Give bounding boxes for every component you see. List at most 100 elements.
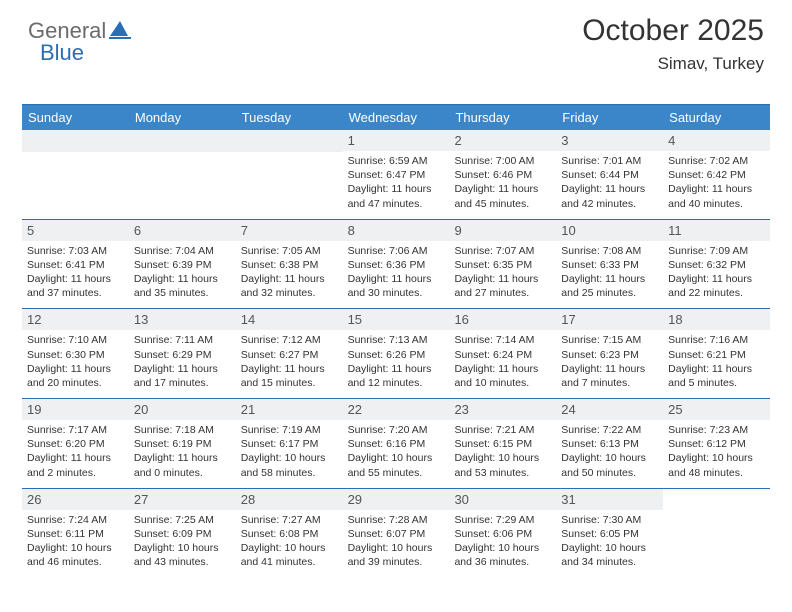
day-number: 29	[343, 489, 450, 510]
calendar-day: 22 Sunrise: 7:20 AMSunset: 6:16 PMDayligh…	[343, 399, 450, 488]
day-sun-info: Sunrise: 7:01 AMSunset: 6:44 PMDaylight:…	[561, 154, 658, 211]
day-sun-info: Sunrise: 7:04 AMSunset: 6:39 PMDaylight:…	[134, 244, 231, 301]
calendar-day: 4 Sunrise: 7:02 AMSunset: 6:42 PMDaylight…	[663, 130, 770, 219]
day-number: 12	[22, 309, 129, 330]
page-title: October 2025	[582, 14, 764, 48]
day-number: 10	[556, 220, 663, 241]
day-sun-info: Sunrise: 7:14 AMSunset: 6:24 PMDaylight:…	[454, 333, 551, 390]
calendar-day: 11 Sunrise: 7:09 AMSunset: 6:32 PMDayligh…	[663, 220, 770, 309]
day-sun-info: Sunrise: 7:25 AMSunset: 6:09 PMDaylight:…	[134, 513, 231, 570]
day-number: 21	[236, 399, 343, 420]
day-sun-info: Sunrise: 7:00 AMSunset: 6:46 PMDaylight:…	[454, 154, 551, 211]
dow-sunday: Sunday	[22, 105, 129, 130]
day-number: 7	[236, 220, 343, 241]
calendar-day: 14 Sunrise: 7:12 AMSunset: 6:27 PMDayligh…	[236, 309, 343, 398]
day-sun-info: Sunrise: 7:06 AMSunset: 6:36 PMDaylight:…	[348, 244, 445, 301]
day-sun-info: Sunrise: 7:07 AMSunset: 6:35 PMDaylight:…	[454, 244, 551, 301]
location-label: Simav, Turkey	[582, 54, 764, 74]
dow-monday: Monday	[129, 105, 236, 130]
calendar-day: 8 Sunrise: 7:06 AMSunset: 6:36 PMDaylight…	[343, 220, 450, 309]
day-sun-info: Sunrise: 7:24 AMSunset: 6:11 PMDaylight:…	[27, 513, 124, 570]
week-header: Sunday Monday Tuesday Wednesday Thursday…	[22, 105, 770, 130]
day-number: 8	[343, 220, 450, 241]
calendar-day	[22, 130, 129, 219]
day-sun-info: Sunrise: 7:28 AMSunset: 6:07 PMDaylight:…	[348, 513, 445, 570]
day-number: 31	[556, 489, 663, 510]
calendar-day: 6 Sunrise: 7:04 AMSunset: 6:39 PMDaylight…	[129, 220, 236, 309]
calendar-day	[236, 130, 343, 219]
calendar-week: 12 Sunrise: 7:10 AMSunset: 6:30 PMDayligh…	[22, 309, 770, 399]
day-sun-info: Sunrise: 7:03 AMSunset: 6:41 PMDaylight:…	[27, 244, 124, 301]
calendar-day: 30 Sunrise: 7:29 AMSunset: 6:06 PMDayligh…	[449, 489, 556, 578]
calendar-day: 27 Sunrise: 7:25 AMSunset: 6:09 PMDayligh…	[129, 489, 236, 578]
day-number: 11	[663, 220, 770, 241]
day-sun-info: Sunrise: 7:21 AMSunset: 6:15 PMDaylight:…	[454, 423, 551, 480]
calendar-day: 7Sunrise: 7:05 AMSunset: 6:38 PMDaylight…	[236, 220, 343, 309]
day-sun-info: Sunrise: 7:13 AMSunset: 6:26 PMDaylight:…	[348, 333, 445, 390]
day-sun-info: Sunrise: 7:30 AMSunset: 6:05 PMDaylight:…	[561, 513, 658, 570]
calendar-day: 3 Sunrise: 7:01 AMSunset: 6:44 PMDaylight…	[556, 130, 663, 219]
header: October 2025 Simav, Turkey	[582, 14, 764, 74]
calendar-day: 28 Sunrise: 7:27 AMSunset: 6:08 PMDayligh…	[236, 489, 343, 578]
day-number: 23	[449, 399, 556, 420]
day-number-empty	[236, 130, 343, 152]
day-number: 30	[449, 489, 556, 510]
day-sun-info: Sunrise: 7:16 AMSunset: 6:21 PMDaylight:…	[668, 333, 765, 390]
day-number: 3	[556, 130, 663, 151]
calendar-week: 1 Sunrise: 6:59 AMSunset: 6:47 PMDaylight…	[22, 130, 770, 220]
calendar-day: 23 Sunrise: 7:21 AMSunset: 6:15 PMDayligh…	[449, 399, 556, 488]
day-sun-info: Sunrise: 7:09 AMSunset: 6:32 PMDaylight:…	[668, 244, 765, 301]
day-number: 28	[236, 489, 343, 510]
calendar-day: 17 Sunrise: 7:15 AMSunset: 6:23 PMDayligh…	[556, 309, 663, 398]
day-sun-info: Sunrise: 7:22 AMSunset: 6:13 PMDaylight:…	[561, 423, 658, 480]
day-number: 4	[663, 130, 770, 151]
day-sun-info: Sunrise: 7:10 AMSunset: 6:30 PMDaylight:…	[27, 333, 124, 390]
calendar: Sunday Monday Tuesday Wednesday Thursday…	[22, 104, 770, 577]
day-number: 22	[343, 399, 450, 420]
day-number: 15	[343, 309, 450, 330]
day-number: 25	[663, 399, 770, 420]
day-number: 27	[129, 489, 236, 510]
day-number: 2	[449, 130, 556, 151]
calendar-week: 26 Sunrise: 7:24 AMSunset: 6:11 PMDayligh…	[22, 489, 770, 578]
day-number: 14	[236, 309, 343, 330]
calendar-day: 29 Sunrise: 7:28 AMSunset: 6:07 PMDayligh…	[343, 489, 450, 578]
calendar-day: 1 Sunrise: 6:59 AMSunset: 6:47 PMDaylight…	[343, 130, 450, 219]
day-number: 6	[129, 220, 236, 241]
day-number: 5	[22, 220, 129, 241]
day-sun-info: Sunrise: 7:15 AMSunset: 6:23 PMDaylight:…	[561, 333, 658, 390]
day-number-empty	[129, 130, 236, 152]
dow-wednesday: Wednesday	[343, 105, 450, 130]
calendar-day: 18Sunrise: 7:16 AMSunset: 6:21 PMDayligh…	[663, 309, 770, 398]
day-sun-info: Sunrise: 7:12 AMSunset: 6:27 PMDaylight:…	[241, 333, 338, 390]
calendar-day: 2 Sunrise: 7:00 AMSunset: 6:46 PMDaylight…	[449, 130, 556, 219]
calendar-day: 21 Sunrise: 7:19 AMSunset: 6:17 PMDayligh…	[236, 399, 343, 488]
day-sun-info: Sunrise: 7:23 AMSunset: 6:12 PMDaylight:…	[668, 423, 765, 480]
dow-friday: Friday	[556, 105, 663, 130]
day-sun-info: Sunrise: 7:18 AMSunset: 6:19 PMDaylight:…	[134, 423, 231, 480]
day-sun-info: Sunrise: 6:59 AMSunset: 6:47 PMDaylight:…	[348, 154, 445, 211]
day-sun-info: Sunrise: 7:27 AMSunset: 6:08 PMDaylight:…	[241, 513, 338, 570]
day-number: 9	[449, 220, 556, 241]
calendar-day: 20Sunrise: 7:18 AMSunset: 6:19 PMDayligh…	[129, 399, 236, 488]
day-sun-info: Sunrise: 7:29 AMSunset: 6:06 PMDaylight:…	[454, 513, 551, 570]
day-sun-info: Sunrise: 7:02 AMSunset: 6:42 PMDaylight:…	[668, 154, 765, 211]
day-sun-info: Sunrise: 7:11 AMSunset: 6:29 PMDaylight:…	[134, 333, 231, 390]
day-number: 24	[556, 399, 663, 420]
calendar-day: 12 Sunrise: 7:10 AMSunset: 6:30 PMDayligh…	[22, 309, 129, 398]
calendar-day: 19Sunrise: 7:17 AMSunset: 6:20 PMDayligh…	[22, 399, 129, 488]
calendar-day	[663, 489, 770, 578]
calendar-day: 10 Sunrise: 7:08 AMSunset: 6:33 PMDayligh…	[556, 220, 663, 309]
calendar-body: 1 Sunrise: 6:59 AMSunset: 6:47 PMDaylight…	[22, 130, 770, 577]
calendar-week: 5 Sunrise: 7:03 AMSunset: 6:41 PMDaylight…	[22, 220, 770, 310]
day-number: 26	[22, 489, 129, 510]
dow-tuesday: Tuesday	[236, 105, 343, 130]
day-sun-info: Sunrise: 7:19 AMSunset: 6:17 PMDaylight:…	[241, 423, 338, 480]
day-number: 19	[22, 399, 129, 420]
day-sun-info: Sunrise: 7:08 AMSunset: 6:33 PMDaylight:…	[561, 244, 658, 301]
day-sun-info: Sunrise: 7:20 AMSunset: 6:16 PMDaylight:…	[348, 423, 445, 480]
calendar-day: 31 Sunrise: 7:30 AMSunset: 6:05 PMDayligh…	[556, 489, 663, 578]
logo-sail-icon	[109, 19, 131, 44]
day-number: 1	[343, 130, 450, 151]
day-number: 17	[556, 309, 663, 330]
